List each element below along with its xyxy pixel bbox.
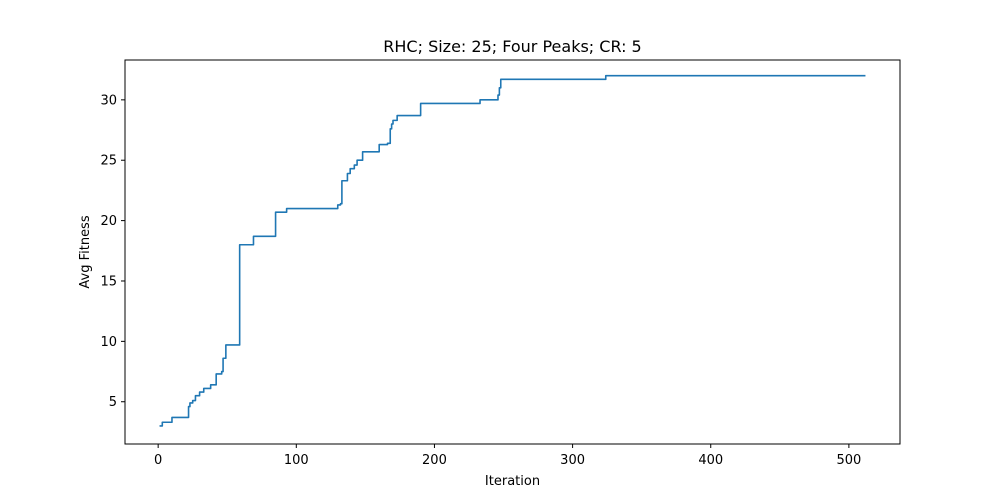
y-tick-label: 15: [100, 274, 117, 289]
x-tick-label: 0: [154, 453, 162, 468]
plot-area: [159, 74, 866, 427]
x-tick-label: 400: [698, 453, 723, 468]
y-tick-label: 10: [100, 335, 117, 350]
y-tick-label: 25: [100, 154, 117, 169]
x-tick-label: 100: [284, 453, 309, 468]
y-axis-label: Avg Fitness: [78, 215, 93, 288]
x-axis-label: Iteration: [485, 474, 540, 489]
chart-title: RHC; Size: 25; Four Peaks; CR: 5: [383, 37, 641, 56]
x-tick-label: 200: [422, 453, 447, 468]
plot-frame: [124, 59, 901, 445]
y-tick-label: 30: [100, 93, 117, 108]
y-tick-label: 5: [109, 395, 117, 410]
x-tick-label: 300: [560, 453, 585, 468]
y-tick-label: 20: [100, 214, 117, 229]
axis-ticks: 0 100 200 300 400 500 5 10 15 20 25 30: [100, 93, 861, 468]
series-line-0: [159, 74, 866, 427]
x-tick-label: 500: [836, 453, 861, 468]
